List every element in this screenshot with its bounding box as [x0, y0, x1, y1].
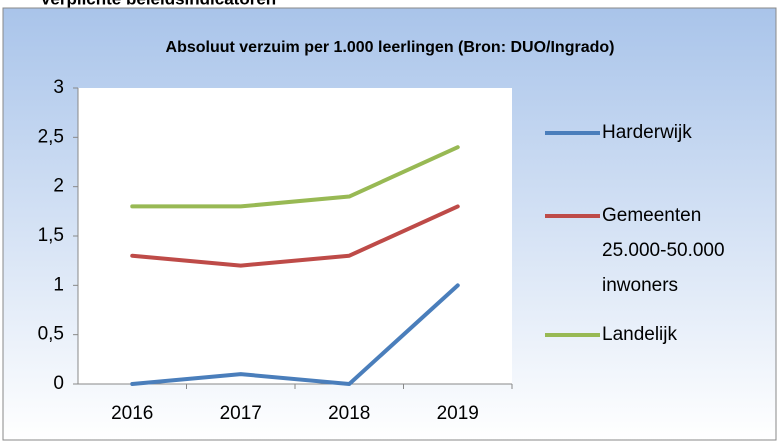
series-line: [130, 283, 460, 386]
y-tick-label: 3: [53, 77, 64, 98]
legend-item: Landelijk: [602, 324, 677, 345]
legend-label: Gemeenten 25.000-50.000 inwoners: [602, 205, 725, 296]
legend-item: Harderwijk: [602, 122, 692, 143]
chart-title: Absoluut verzuim per 1.000 leerlingen (B…: [166, 39, 615, 56]
x-tick-label: 2017: [220, 403, 262, 424]
legend-label: Landelijk: [602, 324, 677, 345]
y-tick-label: 0: [53, 373, 64, 394]
x-tick-label: 2019: [437, 403, 479, 424]
heading: Verplichte beleidsindicatoren: [40, 0, 276, 8]
y-tick-label: 2: [53, 176, 64, 197]
series-line: [130, 145, 460, 209]
y-tick-label: 1,5: [38, 225, 64, 246]
y-tick-label: 2,5: [38, 126, 64, 147]
y-tick-label: 1: [53, 274, 64, 295]
legend-label: Harderwijk: [602, 122, 692, 143]
y-tick-label: 0,5: [38, 324, 64, 345]
x-tick-label: 2016: [111, 403, 153, 424]
plot-area: [78, 88, 512, 384]
x-tick-label: 2018: [328, 403, 370, 424]
series-line: [130, 204, 460, 268]
legend-item: Gemeenten 25.000-50.000 inwoners: [602, 205, 725, 296]
